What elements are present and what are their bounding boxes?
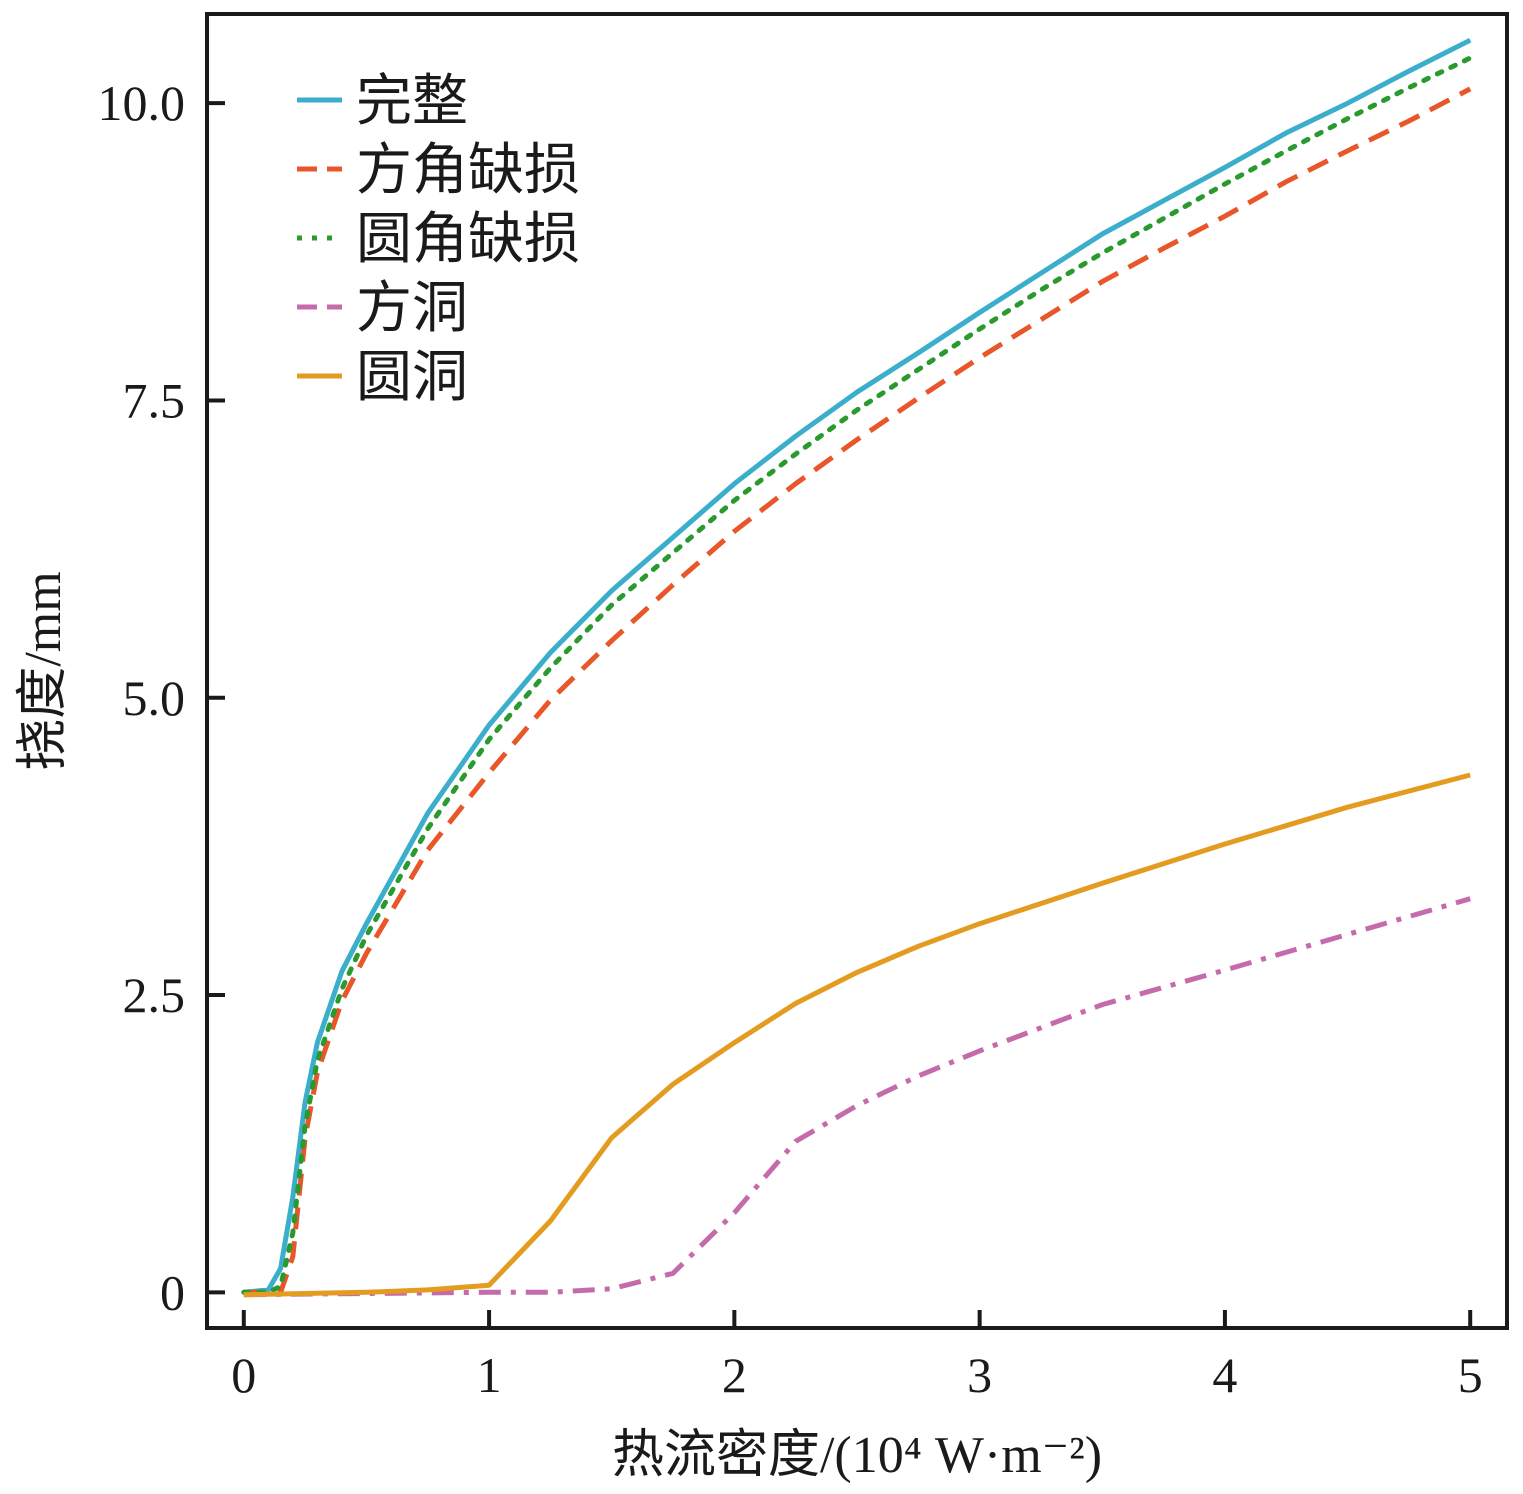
legend-label-2: 圆角缺损	[356, 209, 580, 271]
legend-label-4: 圆洞	[356, 347, 468, 409]
x-tick-label: 4	[1212, 1347, 1237, 1403]
series-line-2	[241, 55, 1473, 1295]
x-tick-label: 0	[231, 1347, 256, 1403]
legend-label-3: 方洞	[356, 278, 468, 340]
series-lines	[241, 37, 1473, 1298]
series-line-4	[243, 772, 1471, 1298]
legend-label-0: 完整	[356, 71, 468, 133]
y-tick-label: 7.5	[123, 372, 186, 428]
axis-ticks: 0 1 2 3 4 5 0 2.5 5.0 7.5 10.0	[98, 75, 1483, 1403]
y-tick-label: 10.0	[98, 75, 186, 131]
y-tick-label: 2.5	[123, 967, 186, 1023]
series-line-0	[243, 37, 1472, 1295]
plot-frame	[205, 12, 1509, 1330]
series-line-3	[243, 896, 1471, 1298]
x-tick-label: 3	[967, 1347, 992, 1403]
x-tick-label: 5	[1458, 1347, 1483, 1403]
y-tick-label: 5.0	[123, 670, 186, 726]
legend-label-1: 方角缺损	[356, 140, 580, 202]
y-tick-label: 0	[160, 1264, 185, 1320]
x-tick-label: 2	[722, 1347, 747, 1403]
x-tick-label: 1	[477, 1347, 502, 1403]
x-axis-label: 热流密度/(10⁴ W·m⁻²)	[612, 1427, 1102, 1484]
y-axis-label: 挠度/mm	[15, 571, 72, 770]
